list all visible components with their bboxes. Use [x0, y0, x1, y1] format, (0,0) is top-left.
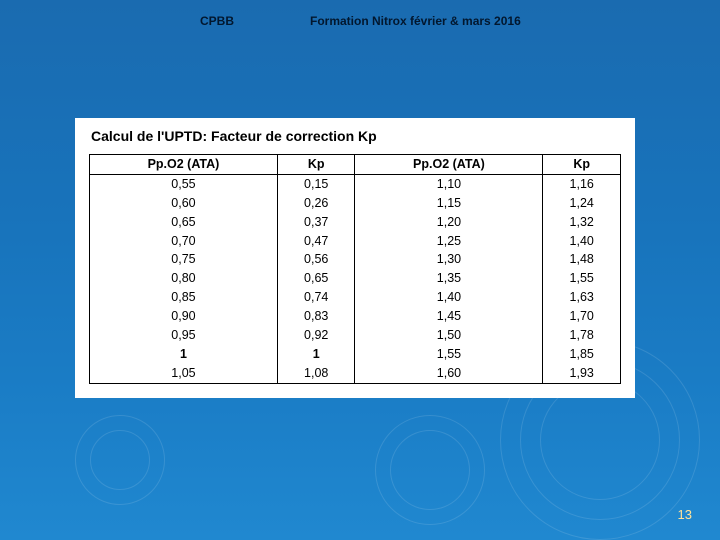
table-cell: 0,26 [277, 194, 355, 213]
table-row: 1,051,081,601,93 [90, 364, 621, 383]
table-cell: 1,32 [543, 213, 621, 232]
table-cell: 0,37 [277, 213, 355, 232]
table-cell: 0,47 [277, 232, 355, 251]
table-cell: 1,16 [543, 174, 621, 193]
table-row: 0,700,471,251,40 [90, 232, 621, 251]
table-cell: 0,90 [90, 307, 278, 326]
table-cell: 1,50 [355, 326, 543, 345]
table-cell: 0,80 [90, 269, 278, 288]
table-cell: 1,45 [355, 307, 543, 326]
table-cell: 0,55 [90, 174, 278, 193]
table-cell: 0,95 [90, 326, 278, 345]
table-cell: 0,65 [277, 269, 355, 288]
table-cell: 1,25 [355, 232, 543, 251]
table-cell: 1,15 [355, 194, 543, 213]
table-cell: 1,05 [90, 364, 278, 383]
table-cell: 1 [277, 345, 355, 364]
table-row: 0,650,371,201,32 [90, 213, 621, 232]
content-panel: Calcul de l'UPTD: Facteur de correction … [75, 118, 635, 398]
table-row: 0,850,741,401,63 [90, 288, 621, 307]
table-row: 0,900,831,451,70 [90, 307, 621, 326]
table-cell: 1,20 [355, 213, 543, 232]
table-cell: 1,10 [355, 174, 543, 193]
col-header: Kp [543, 155, 621, 175]
table-cell: 1,55 [543, 269, 621, 288]
table-cell: 0,15 [277, 174, 355, 193]
header-title: Formation Nitrox février & mars 2016 [310, 14, 521, 28]
table-cell: 1,24 [543, 194, 621, 213]
table-cell: 1,48 [543, 250, 621, 269]
table-row: 111,551,85 [90, 345, 621, 364]
table-cell: 0,75 [90, 250, 278, 269]
col-header: Pp.O2 (ATA) [90, 155, 278, 175]
table-cell: 0,60 [90, 194, 278, 213]
table-cell: 1,60 [355, 364, 543, 383]
table-cell: 1,35 [355, 269, 543, 288]
table-cell: 0,70 [90, 232, 278, 251]
col-header: Kp [277, 155, 355, 175]
table-row: 0,950,921,501,78 [90, 326, 621, 345]
table-cell: 1,55 [355, 345, 543, 364]
table-title: Calcul de l'UPTD: Facteur de correction … [91, 128, 621, 144]
table-cell: 1,63 [543, 288, 621, 307]
table-cell: 0,74 [277, 288, 355, 307]
table-cell: 1,30 [355, 250, 543, 269]
table-cell: 1,78 [543, 326, 621, 345]
table-cell: 1,40 [355, 288, 543, 307]
table-row: 0,800,651,351,55 [90, 269, 621, 288]
table-cell: 0,65 [90, 213, 278, 232]
table-cell: 0,56 [277, 250, 355, 269]
table-cell: 1,40 [543, 232, 621, 251]
table-cell: 1 [90, 345, 278, 364]
table-cell: 0,83 [277, 307, 355, 326]
table-cell: 1,08 [277, 364, 355, 383]
kp-table: Pp.O2 (ATA) Kp Pp.O2 (ATA) Kp 0,550,151,… [89, 154, 621, 384]
table-row: 0,600,261,151,24 [90, 194, 621, 213]
table-header-row: Pp.O2 (ATA) Kp Pp.O2 (ATA) Kp [90, 155, 621, 175]
table-cell: 1,85 [543, 345, 621, 364]
table-cell: 0,85 [90, 288, 278, 307]
header-org: CPBB [200, 14, 234, 28]
table-cell: 0,92 [277, 326, 355, 345]
col-header: Pp.O2 (ATA) [355, 155, 543, 175]
table-row: 0,550,151,101,16 [90, 174, 621, 193]
table-row: 0,750,561,301,48 [90, 250, 621, 269]
page-number: 13 [678, 507, 692, 522]
table-cell: 1,70 [543, 307, 621, 326]
table-cell: 1,93 [543, 364, 621, 383]
